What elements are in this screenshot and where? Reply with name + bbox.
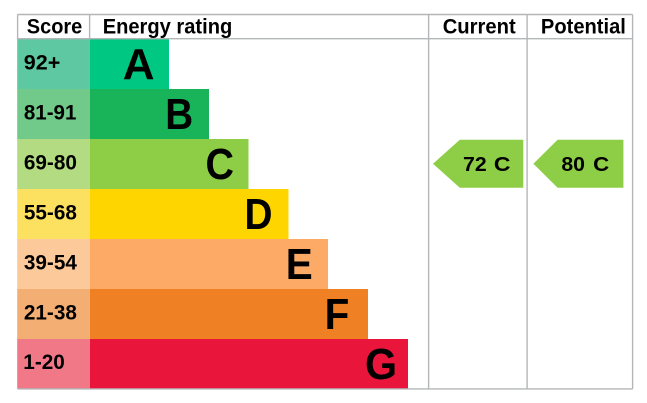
svg-text:Score: Score [27,14,83,38]
svg-text:21-38: 21-38 [24,301,77,325]
svg-text:80: 80 [561,153,585,176]
svg-text:B: B [165,90,193,139]
svg-text:Current: Current [443,14,516,38]
svg-text:55-68: 55-68 [24,201,77,225]
svg-text:Energy rating: Energy rating [103,14,233,38]
svg-text:D: D [245,190,273,239]
svg-text:C: C [494,153,511,176]
svg-text:E: E [286,240,313,289]
svg-text:F: F [325,290,350,339]
svg-text:1-20: 1-20 [23,350,65,374]
svg-text:69-80: 69-80 [24,151,77,175]
svg-text:Potential: Potential [541,14,626,38]
svg-text:92+: 92+ [24,51,61,75]
svg-text:C: C [206,140,235,189]
svg-text:81-91: 81-91 [24,101,77,125]
svg-text:A: A [123,40,155,89]
svg-text:72: 72 [463,153,487,176]
svg-text:G: G [365,340,397,389]
svg-text:39-54: 39-54 [24,251,77,275]
svg-text:C: C [593,153,609,176]
